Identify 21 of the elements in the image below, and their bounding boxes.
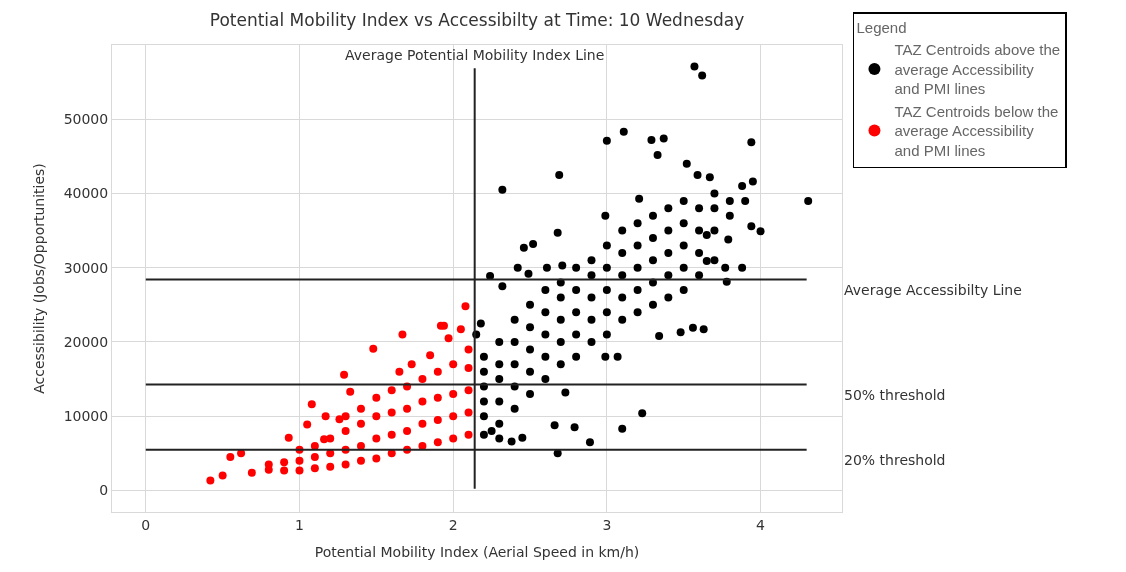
y-tick-label: 10000 — [63, 408, 109, 425]
ref-line-label: 20% threshold — [844, 452, 946, 468]
legend-label: TAZ Centroids above the average Accessibility and PMI lines — [894, 41, 1061, 98]
x-tick-label: 2 — [448, 516, 458, 533]
y-tick-label: 20000 — [63, 333, 109, 350]
y-axis-title: Accessibility (Jobs/Opportunities) — [31, 163, 48, 394]
x-tick-label: 1 — [295, 516, 304, 533]
x-tick-label: 3 — [602, 516, 612, 533]
y-tick-label: 0 — [99, 482, 109, 499]
legend-title: Legend — [856, 19, 907, 37]
ref-line-label: 50% threshold — [844, 387, 946, 403]
y-tick-label: 30000 — [63, 259, 109, 276]
y-tick-label: 40000 — [63, 185, 109, 202]
x-tick-label: 4 — [756, 516, 766, 533]
y-tick-label: 50000 — [63, 111, 109, 128]
ref-line-label: Average Accessibilty Line — [844, 282, 1022, 298]
chart-title: Potential Mobility Index vs Accessibilty at Time: 10 Wednesday — [209, 10, 745, 31]
x-tick-label: 0 — [141, 516, 151, 533]
x-axis-title: Potential Mobility Index (Aerial Speed in km/h) — [314, 544, 640, 561]
ref-line-label: Average Potential Mobility Index Line — [345, 47, 605, 63]
legend-label: TAZ Centroids below the average Accessibility and PMI lines — [894, 102, 1059, 159]
